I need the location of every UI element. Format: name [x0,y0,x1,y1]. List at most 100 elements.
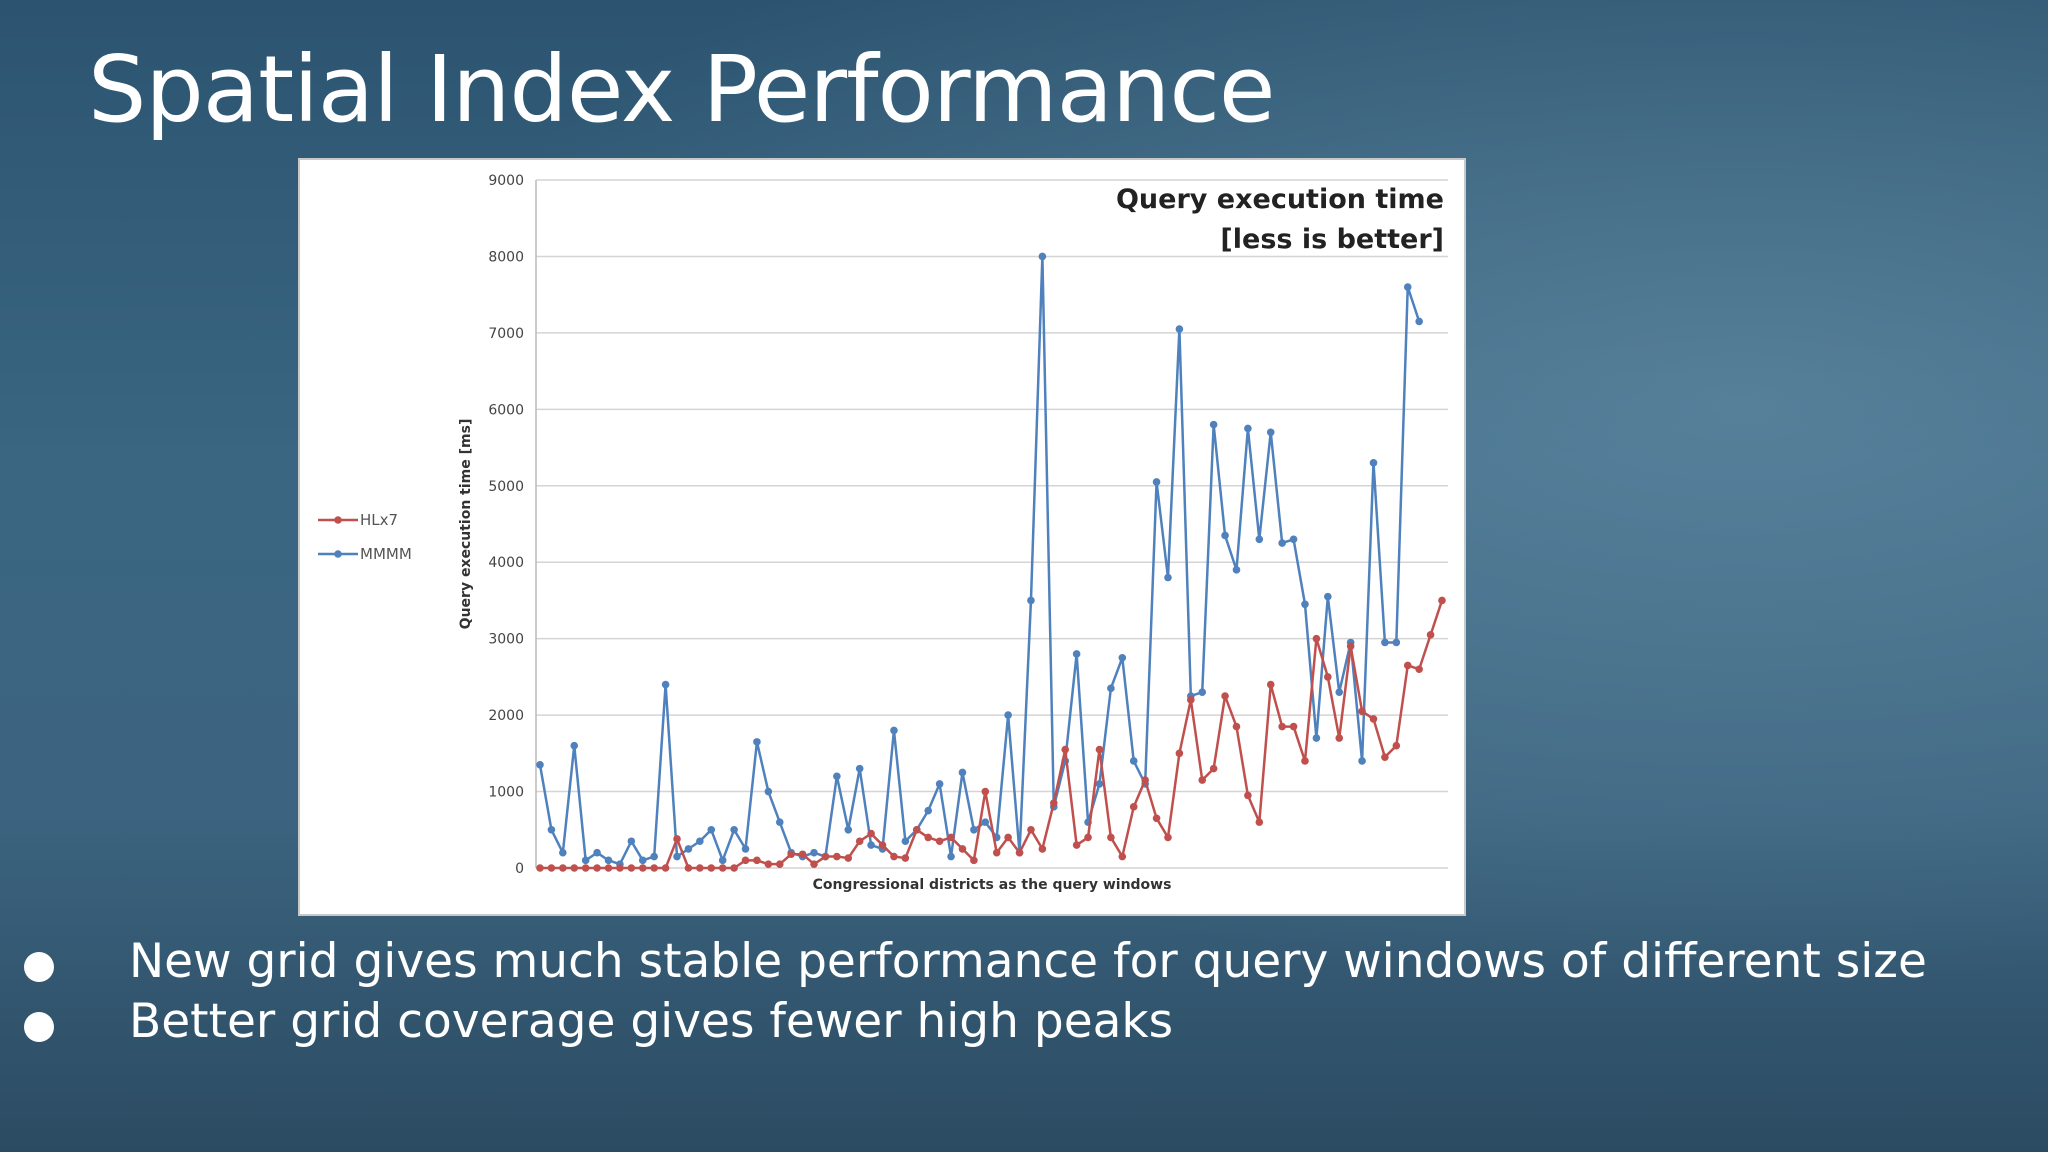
data-point-hlx7 [992,848,1001,857]
data-point-mmmm [559,848,567,857]
x-axis-label: Congressional districts as the query win… [813,877,1172,893]
bullet-dot-icon [24,1012,54,1042]
data-point-hlx7 [833,852,841,861]
data-point-hlx7 [1061,745,1070,754]
data-point-mmmm [1152,478,1161,486]
data-point-hlx7 [559,864,567,872]
data-point-hlx7 [1129,803,1138,811]
data-point-mmmm [867,841,875,849]
data-point-hlx7 [935,837,944,846]
data-point-hlx7 [981,787,990,796]
data-point-mmmm [775,818,784,826]
y-tick-label: 6000 [488,402,524,418]
data-point-hlx7 [1244,791,1252,800]
y-tick-label: 8000 [488,249,524,265]
legend-marker-mmmm [334,550,342,558]
data-point-mmmm [696,837,704,846]
data-point-hlx7 [1187,696,1195,704]
data-point-mmmm [970,825,978,834]
data-point-mmmm [1164,573,1172,582]
data-point-hlx7 [1221,692,1229,700]
data-point-mmmm [924,806,933,815]
slide-title: Spatial Index Performance [88,36,1275,143]
data-point-hlx7 [1403,661,1412,670]
data-point-mmmm [684,845,693,853]
data-point-hlx7 [1358,707,1366,716]
data-point-hlx7 [890,852,898,861]
data-point-hlx7 [593,864,601,872]
data-point-hlx7 [764,860,773,868]
data-point-hlx7 [673,835,681,843]
data-point-hlx7 [1415,665,1423,674]
data-point-hlx7 [1255,818,1264,826]
data-point-hlx7 [947,833,955,842]
data-point-mmmm [1301,600,1309,609]
data-point-mmmm [1278,539,1286,547]
data-point-mmmm [981,818,990,826]
y-tick-label: 1000 [488,785,524,801]
data-point-hlx7 [1301,757,1309,765]
data-point-mmmm [1392,638,1401,647]
data-point-hlx7 [707,864,716,872]
data-point-hlx7 [1072,841,1081,849]
data-point-mmmm [1072,650,1081,658]
data-point-hlx7 [1392,741,1401,750]
chart-panel: 0 1000 2000 3000 4000 5000 6000 7000 8000 9000 Que… [298,158,1466,916]
data-point-hlx7 [878,841,887,849]
data-point-hlx7 [775,860,784,868]
data-point-hlx7 [547,864,556,872]
data-point-hlx7 [901,854,910,862]
data-point-mmmm [764,787,773,796]
y-tick-label: 0 [515,861,524,877]
data-point-hlx7 [1038,845,1047,853]
data-point-mmmm [650,852,658,861]
data-point-hlx7 [855,837,864,846]
data-point-mmmm [1266,428,1275,437]
data-point-mmmm [536,761,544,769]
data-point-mmmm [901,837,910,846]
data-point-hlx7 [1015,848,1024,857]
data-point-mmmm [547,825,556,834]
data-point-mmmm [1038,252,1047,261]
data-point-mmmm [1369,459,1378,467]
data-point-hlx7 [536,864,544,872]
data-point-mmmm [1107,684,1115,693]
data-point-mmmm [741,845,750,853]
data-point-hlx7 [1175,749,1184,758]
data-point-hlx7 [1266,680,1275,689]
data-point-hlx7 [1369,715,1378,723]
data-point-hlx7 [821,852,830,861]
data-point-hlx7 [912,825,921,834]
legend-label: HLx7 [360,511,398,529]
data-point-hlx7 [924,833,933,842]
data-point-mmmm [1027,596,1035,605]
data-point-hlx7 [616,864,624,872]
data-point-hlx7 [650,864,658,872]
data-point-mmmm [1129,757,1138,765]
y-tick-label: 3000 [488,632,524,648]
data-point-mmmm [1244,424,1252,433]
data-point-hlx7 [730,864,738,872]
data-point-mmmm [627,837,636,846]
data-point-hlx7 [1278,722,1286,731]
data-point-hlx7 [581,864,590,872]
data-point-hlx7 [684,864,693,872]
data-point-mmmm [890,726,898,735]
data-point-hlx7 [867,829,875,838]
data-point-mmmm [958,768,967,777]
data-point-hlx7 [844,854,853,862]
data-point-mmmm [1335,688,1344,696]
data-point-mmmm [1095,780,1104,788]
data-point-hlx7 [970,856,978,865]
data-point-hlx7 [958,845,967,853]
data-point-mmmm [1415,317,1423,326]
data-point-mmmm [1381,638,1389,647]
data-point-hlx7 [1027,825,1035,834]
y-axis-label: Query execution time [ms] [458,419,474,630]
data-point-mmmm [1209,420,1218,429]
data-point-mmmm [581,856,590,865]
data-point-hlx7 [1107,833,1115,842]
legend-label: MMMM [360,545,412,563]
data-point-hlx7 [1118,852,1127,861]
data-point-mmmm [855,764,864,773]
